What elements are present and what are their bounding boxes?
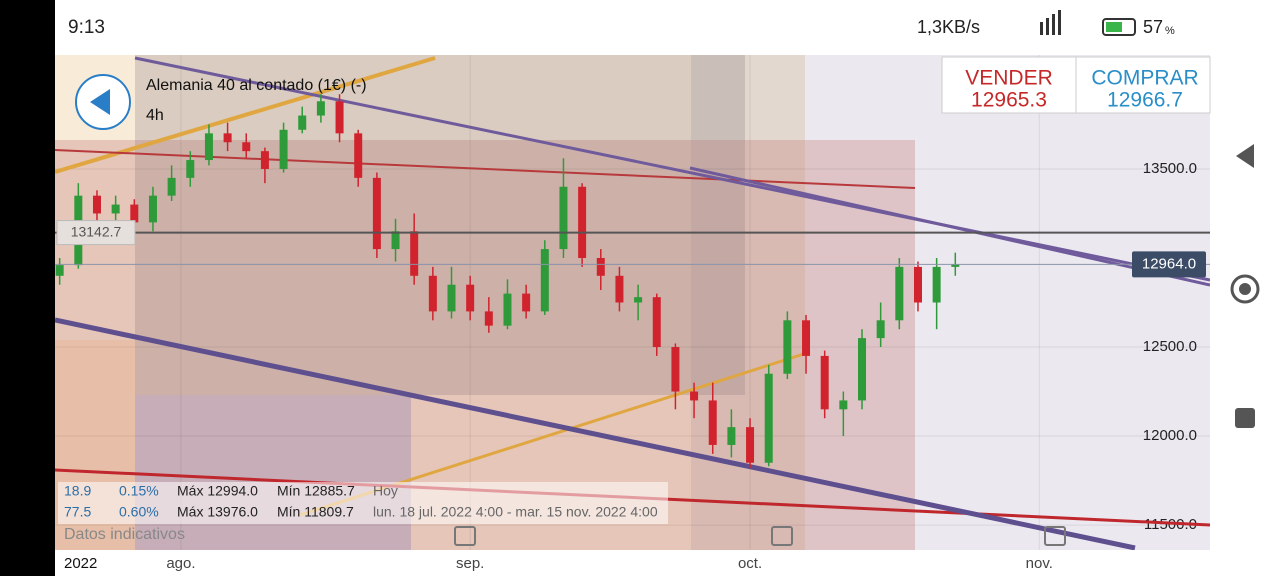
candle-body — [111, 204, 120, 214]
price-markers: 13142.7 12964.0 — [55, 220, 1210, 278]
back-button[interactable] — [75, 74, 131, 130]
candle-body — [932, 266, 941, 303]
stat-cell: Hoy — [373, 483, 398, 499]
candle-body — [615, 275, 624, 303]
candle-body — [746, 427, 755, 463]
candle-body — [316, 101, 325, 116]
stat-cell: 0.60% — [119, 504, 159, 520]
candle-body — [783, 320, 792, 374]
stat-cell: 18.9 — [64, 483, 91, 499]
x-axis: ago. sep. oct. nov. — [166, 555, 1053, 572]
candle-body — [130, 204, 139, 223]
candle-body — [876, 320, 885, 339]
candle-body — [596, 257, 605, 276]
price-tag-label: 12964.0 — [1142, 255, 1196, 272]
stats-box — [58, 482, 668, 524]
candle-body — [540, 249, 549, 312]
calendar-icons[interactable] — [454, 526, 1066, 546]
stat-cell: Mín 11809.7 — [277, 504, 354, 520]
candle-body — [148, 195, 157, 223]
price-tag — [1132, 251, 1206, 278]
candle-body — [335, 101, 344, 134]
candle-body — [354, 133, 363, 178]
candle-body — [55, 265, 64, 276]
stat-cell: Máx 12994.0 — [177, 483, 258, 499]
y-tick-label: 12000.0 — [1143, 427, 1197, 444]
candle-body — [428, 275, 437, 312]
stat-cell: 0.15% — [119, 483, 159, 499]
x-axis-band — [55, 550, 1210, 576]
clock: 9:13 — [68, 17, 105, 38]
candle-body — [484, 311, 493, 326]
candle-body — [372, 177, 381, 250]
candle-body — [802, 320, 811, 356]
price-tag-label: 13142.7 — [71, 223, 122, 239]
candle-body — [279, 129, 288, 169]
candle-body — [260, 151, 269, 169]
candle-body — [690, 391, 699, 401]
candle-body — [186, 160, 195, 178]
price-tag — [56, 220, 136, 246]
candle-body — [447, 284, 456, 312]
instrument-name: Alemania 40 al contado (1€) (-) — [146, 77, 367, 94]
candle-body — [764, 373, 773, 463]
candle-body — [708, 400, 717, 445]
buy-label[interactable]: COMPRAR — [1091, 67, 1198, 90]
y-tick-label: 13500.0 — [1143, 160, 1197, 177]
status-bar — [55, 0, 1210, 55]
stat-cell: Máx 13976.0 — [177, 504, 258, 520]
candle-body — [895, 266, 904, 321]
candle-body — [671, 347, 680, 392]
candle-body — [391, 231, 400, 250]
candle-body — [204, 133, 213, 161]
candle-body — [522, 293, 531, 312]
candle-body — [652, 297, 661, 348]
x-tick-label: oct. — [738, 555, 762, 572]
timeframe[interactable]: 4h — [146, 107, 164, 124]
candle-body — [92, 195, 101, 214]
candle-body — [466, 284, 475, 312]
x-tick-label: sep. — [456, 555, 484, 572]
candle-body — [839, 400, 848, 410]
sell-price[interactable]: 12965.3 — [971, 89, 1047, 112]
stat-cell: lun. 18 jul. 2022 4:00 - mar. 15 nov. 20… — [373, 504, 658, 520]
x-tick-label: nov. — [1026, 555, 1053, 572]
candle-body — [167, 177, 176, 196]
stats: 18.9 0.15% Máx 12994.0 Mín 12885.7 Hoy 77.5 0.… — [64, 483, 658, 520]
y-tick-label: 12500.0 — [1143, 338, 1197, 355]
candle-body — [559, 186, 568, 250]
candles — [55, 94, 960, 469]
nav-buttons[interactable] — [1230, 144, 1260, 428]
candle-body — [820, 355, 829, 410]
candle-body — [858, 338, 867, 401]
candle-body — [951, 264, 960, 267]
battery-unit: % — [1165, 25, 1175, 37]
candle-body — [242, 142, 251, 152]
network-speed: 1,3KB/s — [917, 17, 980, 37]
stat-cell: 77.5 — [64, 504, 91, 520]
candle-body — [223, 133, 232, 143]
candle-body — [913, 266, 922, 303]
candle-body — [634, 297, 643, 303]
battery: 57 — [1143, 17, 1163, 37]
candle-body — [410, 231, 419, 276]
status-icons — [1040, 10, 1136, 36]
sell-label[interactable]: VENDER — [965, 67, 1053, 90]
candle-body — [727, 427, 736, 445]
x-tick-label: ago. — [166, 555, 195, 572]
candle-body — [503, 293, 512, 326]
buy-price[interactable]: 12966.7 — [1107, 89, 1183, 112]
candle-body — [578, 186, 587, 258]
candle-body — [298, 115, 307, 130]
year-label: 2022 — [64, 555, 97, 572]
note: Datos indicativos — [64, 526, 185, 543]
stat-cell: Mín 12885.7 — [277, 483, 355, 499]
